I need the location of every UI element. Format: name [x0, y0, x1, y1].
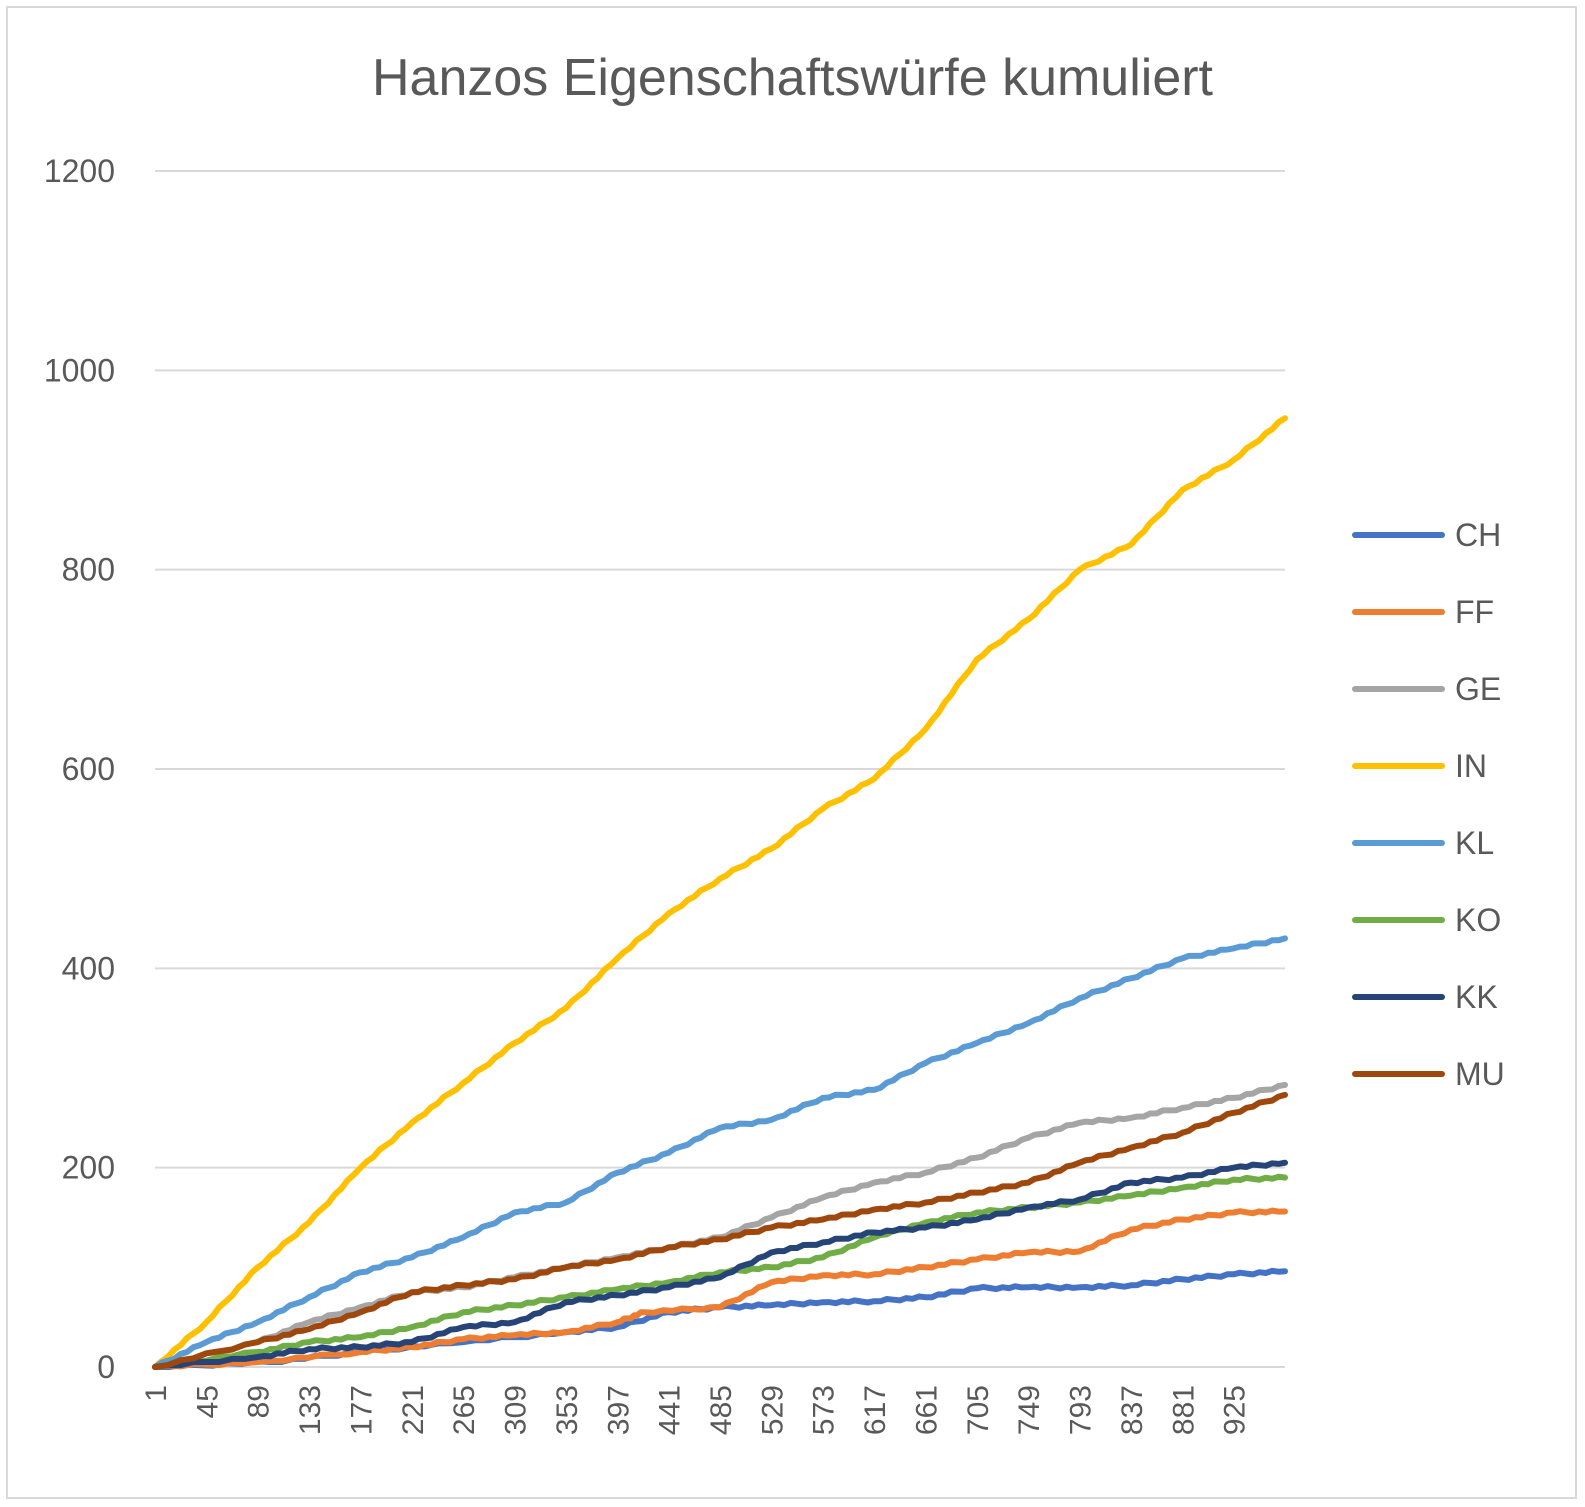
x-tick-label-705: 705	[962, 1385, 995, 1435]
y-axis-tick-labels: 0 200 400 600 800 1000 1200	[44, 153, 115, 1385]
legend-label-kl: KL	[1455, 825, 1494, 861]
y-tick-label-200: 200	[62, 1150, 115, 1186]
legend-label-mu: MU	[1455, 1056, 1505, 1092]
x-tick-label-221: 221	[397, 1385, 430, 1435]
legend-label-ko: KO	[1455, 902, 1501, 938]
x-tick-label-441: 441	[654, 1385, 687, 1435]
x-tick-label-89: 89	[243, 1385, 276, 1418]
x-tick-label-1: 1	[140, 1385, 173, 1402]
series-line-ff	[152, 1207, 1288, 1370]
x-tick-label-353: 353	[551, 1385, 584, 1435]
y-tick-label-1200: 1200	[44, 153, 115, 189]
x-tick-label-309: 309	[500, 1385, 533, 1435]
x-tick-label-485: 485	[705, 1385, 738, 1435]
x-tick-label-749: 749	[1013, 1385, 1046, 1435]
series-line-kk	[152, 1159, 1288, 1370]
legend-label-ff: FF	[1455, 594, 1494, 630]
x-tick-label-793: 793	[1065, 1385, 1098, 1435]
series-line-kl	[152, 935, 1288, 1370]
y-tick-label-0: 0	[97, 1349, 115, 1385]
x-tick-label-881: 881	[1167, 1385, 1200, 1435]
y-tick-label-1000: 1000	[44, 352, 115, 388]
x-axis-tick-labels: 1 45 89 133 177 221 265 309 353 397 441 485 529 573 61…	[140, 1385, 1252, 1435]
x-tick-label-529: 529	[756, 1385, 789, 1435]
gridlines	[155, 170, 1285, 1368]
x-tick-label-265: 265	[448, 1385, 481, 1435]
x-tick-label-661: 661	[910, 1385, 943, 1435]
series-line-in	[152, 415, 1288, 1370]
series-line-ko	[152, 1173, 1288, 1370]
x-tick-label-617: 617	[859, 1385, 892, 1435]
legend-label-kk: KK	[1455, 979, 1498, 1015]
chart-title: Hanzos Eigenschaftswürfe kumuliert	[371, 49, 1214, 107]
y-tick-label-800: 800	[62, 552, 115, 588]
x-tick-label-177: 177	[345, 1385, 378, 1435]
legend-label-in: IN	[1455, 748, 1487, 784]
x-tick-label-925: 925	[1219, 1385, 1252, 1435]
legend: CH FF GE IN KL KO KK MU	[1352, 517, 1505, 1092]
y-tick-label-600: 600	[62, 751, 115, 787]
legend-label-ch: CH	[1455, 517, 1501, 553]
series-lines	[152, 415, 1288, 1370]
y-tick-label-400: 400	[62, 950, 115, 986]
series-line-mu	[152, 1091, 1288, 1370]
x-tick-label-837: 837	[1116, 1385, 1149, 1435]
legend-label-ge: GE	[1455, 671, 1501, 707]
x-tick-label-397: 397	[602, 1385, 635, 1435]
x-tick-label-45: 45	[191, 1385, 224, 1418]
x-tick-label-133: 133	[294, 1385, 327, 1435]
x-tick-label-573: 573	[808, 1385, 841, 1435]
